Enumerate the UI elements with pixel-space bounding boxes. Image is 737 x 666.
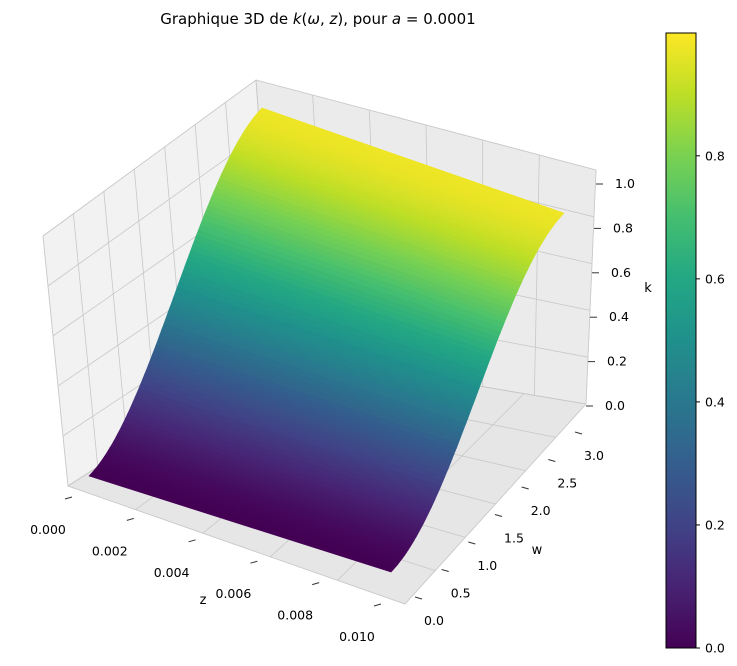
w-tick-label: 3.0 [584,448,604,463]
z-tick-mark [312,582,320,586]
title-part: k [293,10,303,28]
title-part: ( [302,10,308,28]
w-tick-label: 1.0 [477,558,497,573]
colorbar-gradient [665,32,697,649]
z-tick-label: 0.004 [154,565,190,580]
z-tick-label: 0.002 [92,543,128,558]
colorbar-tick-label: 0.4 [705,394,725,409]
title-part: ), pour [337,10,392,28]
w-tick-mark [548,459,556,462]
k-axis-label: k [644,281,652,296]
colorbar: 0.0 0.2 0.4 0.6 0.8 [665,32,725,656]
w-tick-label: 0.5 [451,586,471,601]
z-tick-mark [373,603,382,607]
k-tick-label: 0.6 [611,265,631,280]
w-axis-label: w [532,543,543,558]
z-tick-mark [250,560,258,564]
w-tick-label: 0.0 [424,613,444,628]
w-tick-mark [468,541,476,545]
title-part: = 0.0001 [401,10,476,28]
z-tick-mark [64,496,73,500]
k-tick-label: 0.8 [613,220,633,235]
z-tick-mark [188,539,196,543]
grid-line [533,154,540,396]
w-tick-mark [441,569,449,572]
w-tick-mark [521,486,529,490]
w-tick-mark [414,596,423,600]
grid-line [585,169,597,405]
z-axis-label: z [200,593,207,608]
grid-line [67,485,406,605]
axes: 0.000 0.002 0.004 0.006 0.008 0.010 z 0.0 0.5 1.0… [30,176,652,644]
surface-plot [88,107,565,573]
k-tick-label: 1.0 [615,176,635,191]
surface-strip [259,107,565,216]
colorbar-tick-label: 0.2 [705,517,725,532]
title-part: z [329,10,339,28]
chart-title: Graphique 3D de k(ω, z), pour a = 0.0001 [160,10,475,28]
title-part: Graphique 3D de [160,10,293,28]
z-tick-label: 0.010 [339,629,375,644]
title-part: , [320,10,330,28]
k-tick-label: 0.2 [607,354,627,369]
k-tick-label: 0.0 [605,398,625,413]
z-tick-mark [126,517,134,521]
w-tick-label: 1.5 [504,531,524,546]
colorbar-tick-label: 0.0 [705,641,725,656]
z-tick-label: 0.006 [216,586,252,601]
k-tick-label: 0.4 [609,309,629,324]
z-tick-label: 0.008 [277,608,313,623]
colorbar-tick-label: 0.8 [705,148,725,163]
w-tick-mark [494,514,503,517]
grid-line [42,235,69,487]
grid-line [42,79,597,237]
w-tick-mark [574,431,583,435]
title-part: a [392,10,401,28]
title-part: ω [307,10,320,28]
w-tick-label: 2.5 [557,476,577,491]
grid-line [73,213,99,467]
z-tick-label: 0.000 [30,522,66,537]
grid-line [103,191,128,448]
colorbar-tick-label: 0.6 [705,271,725,286]
grid-line [404,403,587,605]
w-tick-label: 2.0 [531,503,551,518]
